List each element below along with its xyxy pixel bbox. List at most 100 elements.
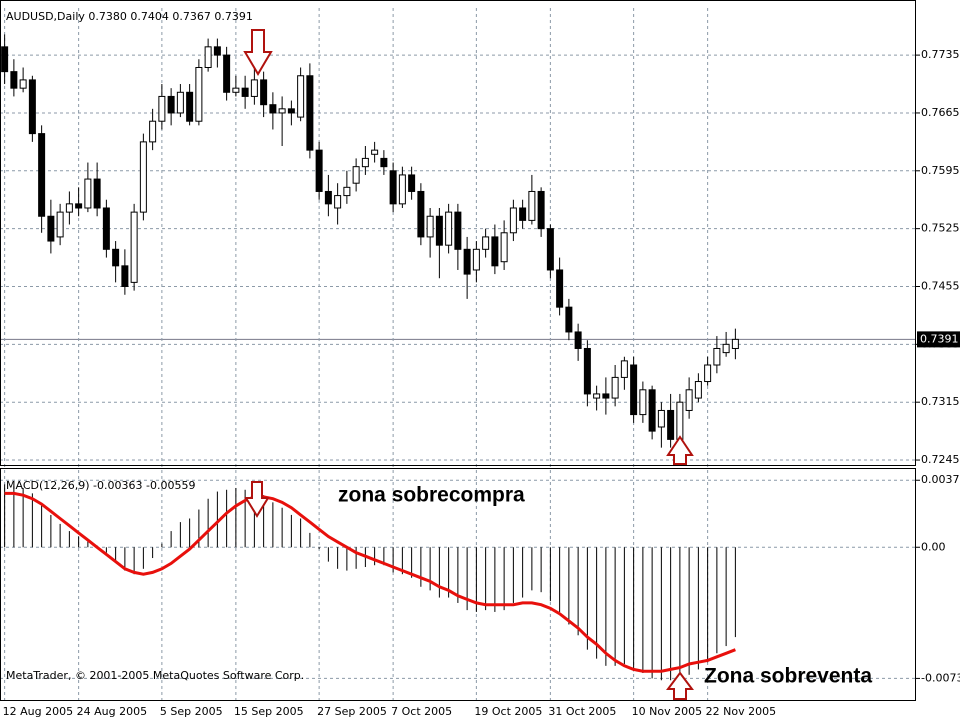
candle-body bbox=[38, 133, 46, 217]
y-tick-label: 0.00 bbox=[921, 540, 946, 553]
candle-body bbox=[84, 178, 92, 209]
candle-body bbox=[47, 215, 55, 242]
candle-body bbox=[704, 364, 712, 383]
candle-body bbox=[491, 236, 499, 267]
candle-body bbox=[28, 79, 36, 135]
x-tick-label: 27 Sep 2005 bbox=[317, 705, 387, 718]
x-tick-label: 7 Oct 2005 bbox=[391, 705, 452, 718]
candle-body bbox=[630, 364, 638, 416]
candle-body bbox=[500, 232, 508, 263]
candle-body bbox=[130, 211, 138, 283]
macd-panel-frame bbox=[0, 468, 916, 701]
candle-body bbox=[102, 207, 110, 250]
candle-body bbox=[380, 157, 388, 168]
y-tick-label: 0.7455 bbox=[921, 279, 960, 292]
annotation: zona sobrecompra bbox=[338, 484, 525, 507]
candle-body bbox=[324, 190, 332, 205]
candle-body bbox=[139, 141, 147, 213]
candle-body bbox=[19, 79, 27, 89]
candle-body bbox=[93, 178, 101, 209]
candle-body bbox=[472, 248, 480, 271]
candle-body bbox=[361, 157, 369, 168]
y-tick-label: 0.7735 bbox=[921, 48, 960, 61]
y-tick-label: 0.00373 bbox=[921, 473, 960, 486]
candle-body bbox=[583, 347, 591, 395]
up-arrow bbox=[666, 671, 694, 700]
candle-body bbox=[186, 91, 194, 122]
y-tick-label: 0.7315 bbox=[921, 395, 960, 408]
down-arrow bbox=[244, 481, 270, 518]
candle-body bbox=[269, 104, 277, 114]
y-tick-label: -0.00730 bbox=[921, 671, 960, 684]
candle-body bbox=[519, 207, 527, 221]
candle-body bbox=[398, 174, 406, 205]
candle-body bbox=[445, 211, 453, 246]
price-title: AUDUSD,Daily 0.7380 0.7404 0.7367 0.7391 bbox=[6, 10, 253, 23]
candle-body bbox=[306, 75, 314, 151]
candle-body bbox=[546, 228, 554, 271]
candle-body bbox=[371, 149, 379, 155]
y-tick-label: 0.7595 bbox=[921, 164, 960, 177]
candle-body bbox=[232, 87, 240, 93]
candle-body bbox=[56, 211, 64, 238]
candle-body bbox=[731, 338, 739, 349]
last-price-box bbox=[917, 331, 960, 348]
candle-body bbox=[417, 190, 425, 238]
x-tick-label: 24 Aug 2005 bbox=[77, 705, 147, 718]
candle-body bbox=[65, 203, 73, 213]
candle-body bbox=[1, 46, 9, 73]
candle-body bbox=[315, 149, 323, 192]
y-tick-label: 0.7245 bbox=[921, 453, 960, 466]
candle-body bbox=[195, 67, 203, 122]
candle-body bbox=[121, 265, 129, 287]
candle-body bbox=[435, 215, 443, 246]
marks-layer bbox=[1, 34, 739, 681]
up-arrow bbox=[666, 435, 694, 465]
candle-body bbox=[343, 186, 351, 197]
candle-body bbox=[454, 211, 462, 250]
candle-body bbox=[297, 75, 305, 118]
candle-body bbox=[241, 87, 249, 97]
candle-body bbox=[352, 166, 360, 184]
x-tick-label: 10 Nov 2005 bbox=[632, 705, 702, 718]
candle-body bbox=[694, 381, 702, 399]
candle-body bbox=[204, 46, 212, 69]
candle-body bbox=[722, 343, 730, 354]
candle-body bbox=[167, 95, 175, 114]
candle-body bbox=[389, 170, 397, 205]
candle-body bbox=[602, 393, 610, 399]
candle-body bbox=[482, 236, 490, 250]
candle-body bbox=[10, 71, 18, 89]
last-price-label: 0.7391 bbox=[920, 332, 959, 345]
annotation: Zona sobreventa bbox=[704, 665, 872, 688]
candle-body bbox=[713, 347, 721, 366]
candle-body bbox=[556, 269, 564, 308]
candle-body bbox=[75, 203, 83, 209]
candle-body bbox=[565, 306, 573, 333]
candle-body bbox=[639, 389, 647, 416]
x-tick-label: 12 Aug 2005 bbox=[3, 705, 73, 718]
down-arrow bbox=[243, 29, 273, 76]
signal-line bbox=[4, 491, 736, 673]
candle-body bbox=[213, 46, 221, 56]
y-tick-label: 0.7525 bbox=[921, 222, 960, 235]
candle-body bbox=[426, 215, 434, 238]
x-tick-label: 19 Oct 2005 bbox=[474, 705, 542, 718]
candle-body bbox=[620, 360, 628, 378]
candle-body bbox=[287, 108, 295, 114]
candle-body bbox=[149, 120, 157, 143]
candle-body bbox=[112, 248, 120, 267]
y-tick-label: 0.7665 bbox=[921, 106, 960, 119]
candle-body bbox=[676, 401, 684, 440]
candle-body bbox=[463, 248, 471, 275]
x-tick-label: 15 Sep 2005 bbox=[234, 705, 304, 718]
candle-body bbox=[278, 108, 286, 114]
candle-body bbox=[408, 174, 416, 192]
footer: MetaTrader, © 2001-2005 MetaQuotes Softw… bbox=[6, 669, 304, 682]
candle-body bbox=[260, 79, 268, 106]
candle-body bbox=[176, 91, 184, 114]
x-tick-label: 22 Nov 2005 bbox=[706, 705, 776, 718]
